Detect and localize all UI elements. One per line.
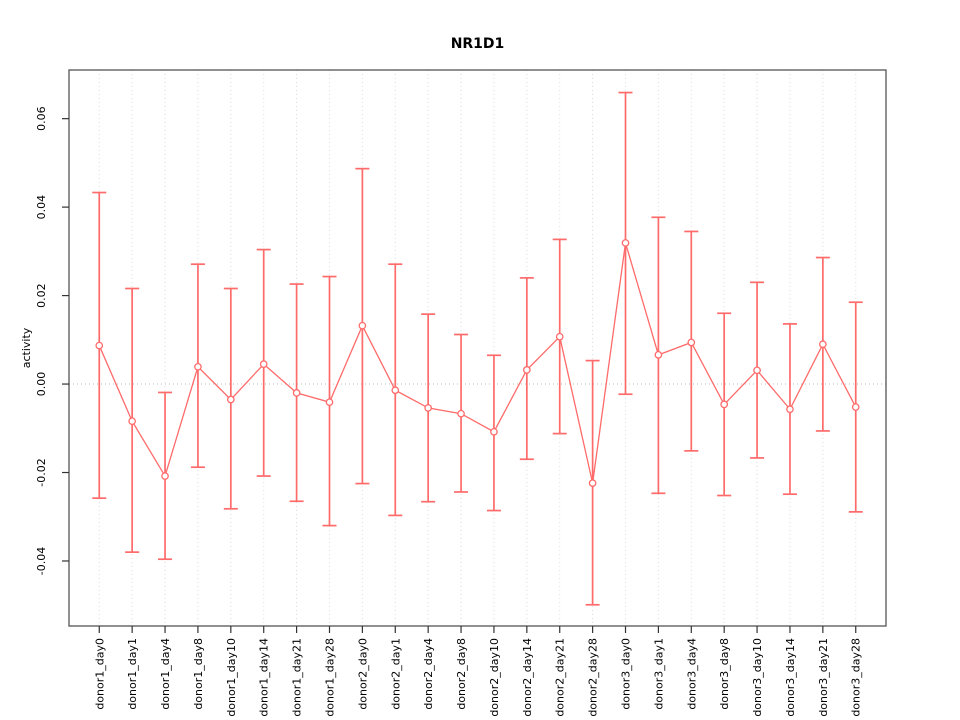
x-axis-label: donor2_day10 (488, 638, 501, 717)
data-point-marker (720, 400, 729, 409)
data-point-marker (819, 340, 827, 349)
y-axis-tick-label: 0.06 (35, 106, 48, 131)
data-point-marker (522, 366, 531, 374)
x-axis-label: donor2_day28 (587, 638, 600, 717)
y-axis-tick-label: -0.04 (35, 547, 48, 575)
data-point-marker (457, 409, 465, 418)
data-point-marker (687, 338, 696, 347)
data-point-marker (128, 417, 136, 426)
x-axis-label: donor1_day0 (93, 638, 106, 710)
x-axis-label: donor3_day14 (784, 638, 797, 717)
data-point-marker (325, 398, 334, 407)
x-axis-label: donor2_day14 (521, 638, 534, 717)
data-point-marker (161, 472, 169, 480)
x-axis-label: donor1_day28 (323, 638, 336, 717)
x-axis-label: donor1_day14 (258, 638, 271, 717)
x-axis-label: donor2_day21 (554, 638, 567, 717)
data-point-marker (588, 479, 597, 487)
x-axis-label: donor3_day8 (718, 638, 731, 710)
data-point-marker (292, 389, 301, 397)
x-axis-label: donor3_day21 (817, 638, 830, 717)
data-point-marker (786, 405, 794, 414)
x-axis-label: donor1_day4 (159, 638, 172, 710)
x-axis-label: donor1_day1 (126, 638, 139, 710)
data-point-marker (391, 386, 400, 395)
y-axis-tick-label: 0.04 (35, 195, 48, 220)
y-axis-tick-label: 0.00 (35, 372, 48, 397)
data-point-marker (555, 332, 564, 341)
data-point-marker (259, 360, 268, 368)
y-axis-tick-label: 0.02 (35, 283, 48, 308)
data-point-marker (358, 321, 367, 330)
data-point-marker (490, 427, 498, 436)
x-axis-label: donor3_day28 (850, 638, 863, 717)
x-axis-label: donor2_day8 (455, 638, 468, 710)
x-axis-label: donor3_day10 (751, 638, 764, 717)
x-axis-label: donor1_day21 (291, 638, 304, 717)
data-point-marker (95, 341, 104, 350)
x-axis-label: donor1_day10 (225, 638, 238, 717)
x-axis-label: donor3_day4 (685, 638, 698, 710)
plot-frame (68, 69, 887, 627)
x-axis-label: donor3_day0 (620, 638, 633, 710)
data-point-marker (621, 239, 630, 247)
data-point-marker (194, 362, 202, 371)
y-axis-tick-label: -0.02 (35, 458, 48, 486)
data-point-marker (851, 403, 860, 411)
x-axis-label: donor2_day1 (389, 638, 402, 710)
series-line (98, 242, 857, 484)
data-point-marker (226, 395, 235, 404)
chart-title: NR1D1 (450, 36, 505, 52)
x-axis-label: donor2_day0 (356, 638, 369, 710)
data-point-marker (424, 404, 433, 412)
x-axis-label: donor1_day8 (192, 638, 205, 710)
data-point-marker (654, 351, 663, 359)
x-axis-label: donor3_day1 (652, 638, 665, 710)
x-axis-label: donor2_day4 (422, 638, 435, 710)
data-point-marker (753, 366, 761, 375)
